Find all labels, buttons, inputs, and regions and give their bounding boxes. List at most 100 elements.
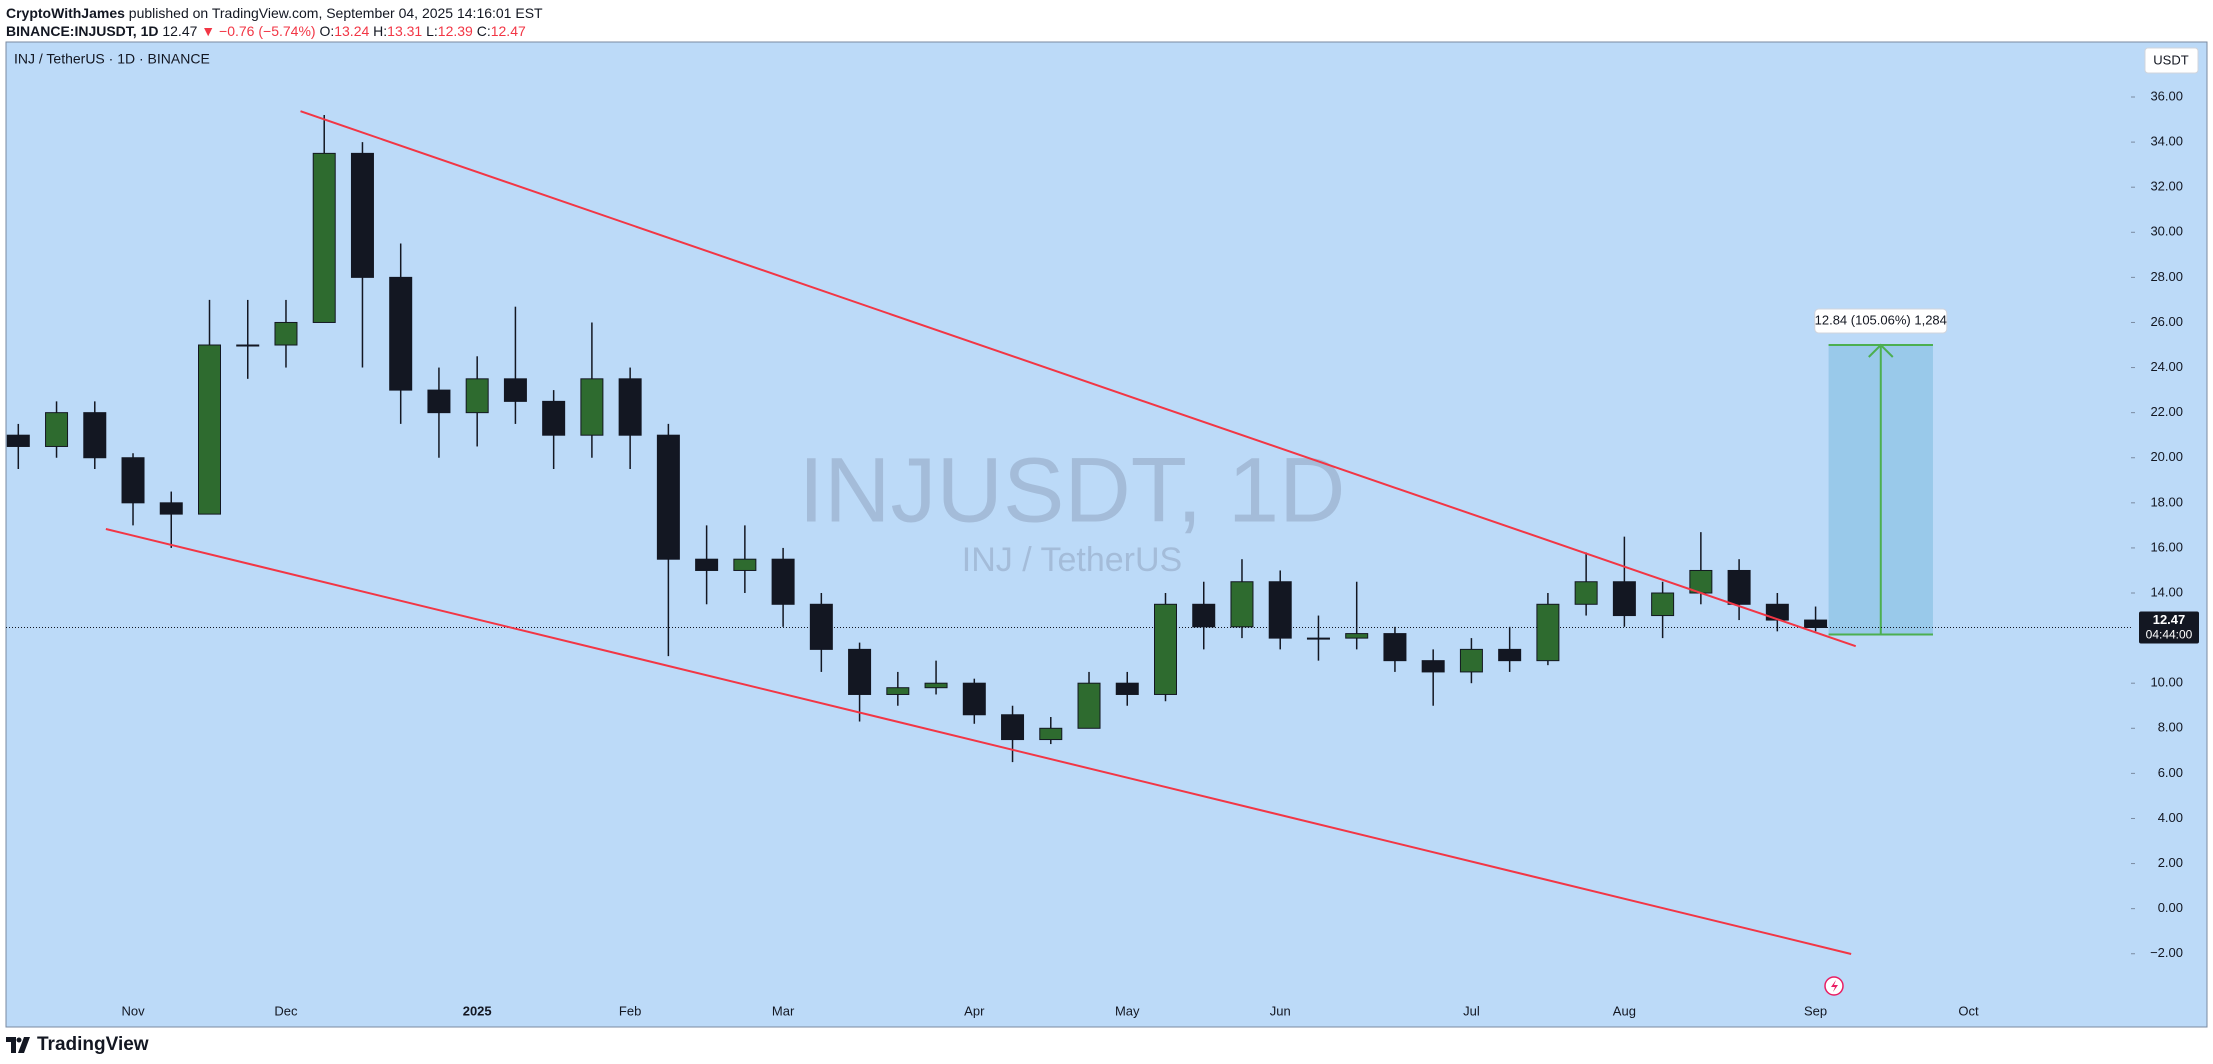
candle-body — [83, 412, 107, 459]
candle-body — [427, 389, 451, 414]
candle-body — [465, 378, 489, 414]
candle-body — [809, 603, 833, 650]
y-tick-label: 10.00 — [2150, 675, 2183, 690]
x-tick-label: Dec — [274, 1003, 298, 1018]
countdown: 04:44:00 — [2146, 628, 2193, 642]
header: CryptoWithJames published on TradingView… — [6, 4, 543, 40]
x-tick-label: Oct — [1958, 1003, 1979, 1018]
candle-body — [198, 344, 221, 515]
candle-body — [618, 378, 642, 436]
change: ▼ −0.76 (−5.74%) — [201, 23, 316, 39]
x-tick-label: Mar — [772, 1003, 795, 1018]
quote-value: 12.47 — [490, 23, 526, 39]
candle-body — [733, 558, 757, 571]
projection-arrowhead — [1868, 343, 1894, 358]
y-tick-label: −2.00 — [2150, 945, 2183, 960]
x-tick-label: Sep — [1804, 1003, 1827, 1018]
y-tick-label: 32.00 — [2150, 179, 2183, 194]
y-tick-label: 24.00 — [2150, 359, 2183, 374]
currency-button[interactable] — [2144, 47, 2199, 74]
publisher: CryptoWithJames — [6, 5, 125, 21]
candle-body — [312, 152, 336, 323]
candle-body — [542, 400, 566, 436]
candle-body — [1115, 682, 1139, 695]
candle-body — [1039, 727, 1063, 741]
x-tick-label: Apr — [964, 1003, 985, 1018]
candle-body — [924, 682, 948, 689]
y-tick-label: 30.00 — [2150, 224, 2183, 239]
candle-body — [1230, 581, 1254, 628]
quote-value: 13.31 — [387, 23, 423, 39]
y-tick-label: 22.00 — [2150, 404, 2183, 419]
quote-label: C: — [476, 23, 491, 39]
candle-body — [1421, 660, 1445, 673]
publish-line: CryptoWithJames published on TradingView… — [6, 4, 543, 22]
candle-body — [121, 457, 145, 504]
trendline — [300, 110, 1857, 648]
y-tick-label: 0.00 — [2158, 900, 2183, 915]
candle-body — [1154, 603, 1177, 695]
candle-body — [1536, 603, 1560, 662]
y-tick-label: 28.00 — [2150, 269, 2183, 284]
candle-body — [1804, 619, 1828, 629]
last-price-box — [2139, 611, 2199, 644]
y-tick-label: 16.00 — [2150, 539, 2183, 554]
last-price-label: 12.47 — [2153, 612, 2186, 627]
candle-body — [503, 378, 527, 402]
candle-body — [1765, 603, 1789, 621]
candle-body — [848, 648, 872, 695]
candle-body — [771, 558, 795, 605]
candle-body — [389, 276, 413, 391]
candle-body — [1612, 581, 1636, 617]
logo — [6, 1037, 30, 1053]
candle-body — [236, 344, 260, 347]
candle-body — [6, 434, 30, 447]
candle-body — [1192, 603, 1216, 628]
candle-body — [1077, 682, 1101, 729]
quote-value: 13.24 — [334, 23, 370, 39]
projection-label-box — [1814, 308, 1948, 334]
quote-line: BINANCE:INJUSDT, 1D 12.47 ▼ −0.76 (−5.74… — [6, 22, 543, 40]
candle-body — [1383, 633, 1407, 662]
candle-body — [580, 378, 604, 436]
candle-body — [1574, 581, 1598, 605]
candle-body — [1001, 714, 1025, 741]
quote-label: H: — [373, 23, 388, 39]
candle-body — [1306, 637, 1330, 640]
x-tick-label: Aug — [1613, 1003, 1636, 1018]
y-tick-label: 36.00 — [2150, 88, 2183, 103]
candle-body — [886, 687, 910, 695]
y-tick-label: 4.00 — [2158, 810, 2183, 825]
brand: TradingView — [37, 1034, 149, 1055]
y-tick-label: 18.00 — [2150, 494, 2183, 509]
projection-label: 12.84 (105.06%) 1,284 — [1815, 312, 1947, 327]
chart-title: INJ / TetherUS · 1D · BINANCE — [14, 51, 210, 67]
events-bolt — [1831, 980, 1838, 992]
last: 12.47 — [162, 23, 198, 39]
y-tick-label: 20.00 — [2150, 449, 2183, 464]
candle-body — [1459, 648, 1483, 673]
candle-body — [274, 321, 298, 346]
y-tick-label: 6.00 — [2158, 765, 2183, 780]
candle-body — [1345, 633, 1369, 639]
currency[interactable]: USDT — [2153, 52, 2188, 67]
x-tick-label: Nov — [121, 1003, 145, 1018]
candle-body — [159, 502, 183, 515]
symbol: BINANCE:INJUSDT, 1D — [6, 23, 159, 39]
x-tick-label: Feb — [619, 1003, 641, 1018]
footer: TradingView — [6, 1034, 149, 1056]
y-tick-label: 14.00 — [2150, 584, 2183, 599]
quote-value: 12.39 — [437, 23, 473, 39]
published: published on TradingView.com, September … — [128, 5, 543, 21]
candle-body — [656, 434, 680, 560]
y-tick-label: 34.00 — [2150, 134, 2183, 149]
y-tick-label: 26.00 — [2150, 314, 2183, 329]
y-tick-label: 8.00 — [2158, 720, 2183, 735]
candle-body — [1651, 592, 1675, 617]
candle-body — [350, 152, 374, 278]
watermark: INJUSDT, 1D — [799, 439, 1346, 541]
candle-body — [45, 412, 69, 447]
quote-label: L: — [426, 23, 438, 39]
x-tick-label: Jun — [1270, 1003, 1291, 1018]
